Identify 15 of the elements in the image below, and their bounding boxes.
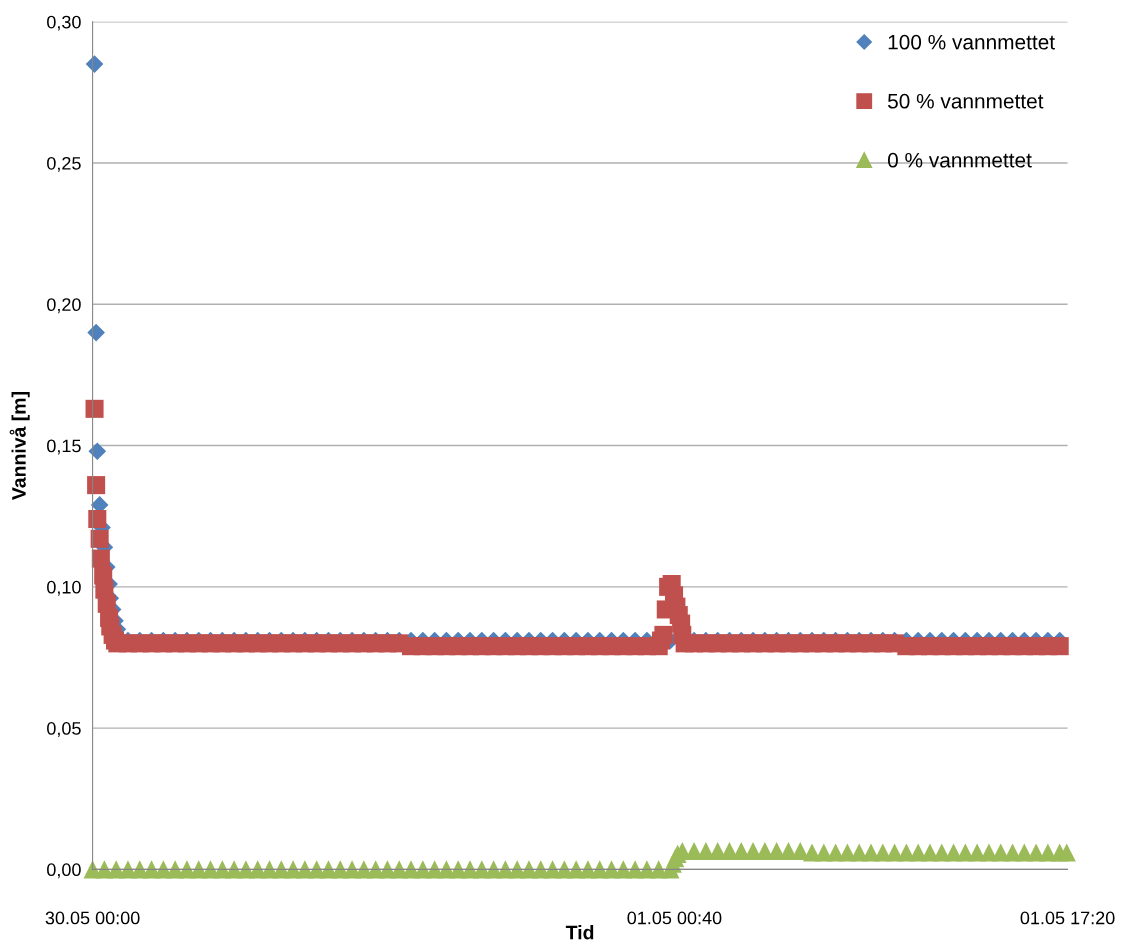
x-tick-label: 01.05 00:40 (627, 911, 722, 925)
legend-label: 50 % vannmettet (887, 93, 1044, 109)
y-tick-label: 0,05 (47, 722, 81, 737)
y-tick-label: 0,00 (47, 863, 81, 879)
y-axis-title: Vannivå [m] (9, 392, 30, 500)
x-tick-label: 01.05 17:20 (1020, 911, 1115, 925)
y-tick-label: 0,10 (47, 580, 81, 596)
y-tick-label: 0,25 (47, 156, 81, 172)
y-tick-label: 0,20 (47, 298, 81, 314)
x-axis-title: Tid (565, 925, 594, 940)
x-tick-label: 30.05 00:00 (45, 911, 140, 925)
y-tick-label: 0,15 (47, 439, 81, 455)
legend-label: 0 % vannmettet (887, 152, 1032, 168)
y-tick-label: 0,30 (47, 15, 81, 31)
legend-label: 100 % vannmettet (888, 34, 1055, 50)
